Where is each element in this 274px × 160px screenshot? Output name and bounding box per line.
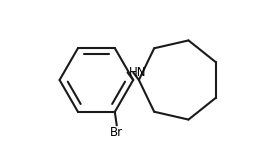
Text: Br: Br bbox=[110, 126, 123, 139]
Text: HN: HN bbox=[129, 66, 146, 79]
